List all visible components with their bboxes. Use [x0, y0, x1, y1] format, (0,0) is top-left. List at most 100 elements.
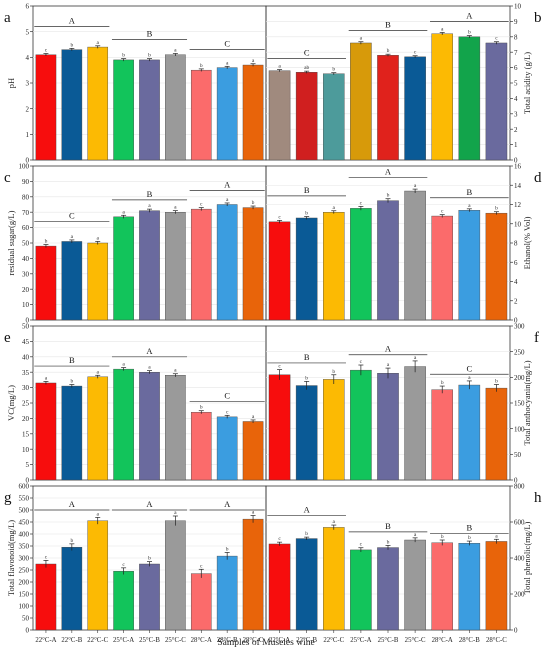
y-tick-label: 2 [514, 297, 518, 305]
group-label: B [69, 355, 75, 365]
y-tick-label: 45 [22, 338, 30, 346]
y-axis-title: residual sugar(g/L) [6, 210, 16, 275]
significance-letter: b [387, 193, 390, 199]
significance-letter: a [414, 532, 417, 538]
y-tick-label: 5 [26, 461, 30, 469]
x-tick-label: 22°C-A [35, 637, 56, 644]
significance-letter: a [414, 355, 417, 361]
bar [35, 563, 57, 631]
bar [377, 55, 399, 161]
significance-letter: b [200, 405, 203, 411]
bar [323, 527, 345, 631]
x-tick-label: 22°C-B [296, 637, 317, 644]
significance-letter: b [45, 239, 48, 245]
y-tick-label: 40 [22, 353, 30, 361]
bar [216, 204, 238, 321]
bar [35, 54, 57, 161]
group-label: B [147, 189, 153, 199]
y-axis-title: VC(mg/L) [6, 385, 16, 421]
bar [377, 373, 399, 481]
y-tick-label: 0 [26, 317, 30, 325]
y-tick-label: 0 [26, 627, 30, 635]
y-tick-label: 0 [26, 477, 30, 485]
y-tick-label: 0 [514, 627, 518, 635]
y-tick-label: 400 [19, 531, 30, 539]
significance-letter: a [278, 64, 281, 70]
significance-letter: b [70, 42, 73, 48]
bar [485, 212, 508, 321]
bar [165, 375, 186, 481]
x-tick-label: 22°C-A [269, 637, 290, 644]
significance-letter: a [495, 533, 498, 539]
bar [216, 416, 238, 481]
bar [190, 69, 212, 161]
bar [242, 207, 264, 321]
significance-letter: a [360, 36, 363, 42]
y-tick-label: 150 [19, 591, 30, 599]
significance-letter: c [495, 36, 498, 42]
group-label: B [385, 521, 391, 531]
y-tick-label: 200 [19, 579, 30, 587]
y-tick-label: 12 [514, 201, 522, 209]
significance-letter: a [333, 205, 336, 211]
y-tick-label: 450 [19, 519, 30, 527]
panel-h: 0 200 400 600 800 Total phenolic(mg/L) h c b a c b a… [265, 483, 542, 644]
y-tick-label: 250 [19, 567, 30, 575]
bar [295, 385, 318, 481]
significance-letter: a [148, 203, 151, 209]
y-tick-label: 50 [22, 615, 30, 623]
y-tick-label: 90 [22, 178, 30, 186]
bar [350, 42, 372, 161]
bar [350, 549, 372, 631]
bar [165, 211, 186, 321]
x-tick-label: 22°C-B [61, 637, 82, 644]
bar [113, 368, 134, 481]
y-tick-label: 50 [514, 451, 522, 459]
y-axis-title: Total phenolic(mg/L) [522, 521, 532, 594]
significance-letter: a [226, 197, 229, 203]
significance-letter: c [200, 563, 203, 569]
y-tick-label: 80 [22, 193, 30, 201]
significance-letter: a [174, 510, 177, 516]
y-axis-title: pH [6, 78, 16, 88]
panel-f: 0 50 100 150 200 250 300 Total anthocyanin(mg/L… [265, 323, 539, 485]
y-tick-label: 300 [514, 323, 525, 331]
bar [458, 210, 481, 321]
y-tick-label: 9 [514, 18, 518, 26]
y-tick-label: 20 [22, 415, 30, 423]
x-tick-label: 28°C-B [459, 637, 480, 644]
bar [404, 190, 426, 321]
significance-letter: a [468, 203, 471, 209]
y-tick-label: 15 [22, 430, 30, 438]
y-tick-label: 200 [514, 374, 525, 382]
y-tick-label: 200 [514, 591, 525, 599]
panel-letter: f [534, 330, 539, 346]
bar [242, 64, 264, 161]
bar [295, 538, 318, 631]
y-axis-title: Total anthocyanin(mg/L) [522, 360, 532, 445]
y-tick-label: 50 [22, 323, 30, 331]
bar [268, 70, 291, 161]
y-axis-title: Ethanol(% Vol) [522, 216, 532, 269]
bar [113, 216, 134, 321]
x-tick-label: 28°C-C [486, 637, 507, 644]
y-tick-label: 0 [26, 157, 30, 165]
y-tick-label: 10 [22, 446, 30, 454]
significance-letter: c [414, 50, 417, 56]
bar [61, 547, 83, 631]
bar [404, 539, 426, 631]
y-tick-label: 30 [22, 384, 30, 392]
y-tick-label: 300 [19, 555, 30, 563]
significance-letter: a [414, 183, 417, 189]
significance-letter: a [71, 234, 74, 240]
significance-letter: b [305, 531, 308, 537]
bar [61, 241, 83, 321]
bar [113, 59, 134, 161]
x-tick-label: 28°C-A [432, 637, 453, 644]
significance-letter: b [122, 53, 125, 59]
y-tick-label: 400 [514, 555, 525, 563]
bar [165, 54, 186, 161]
bar [350, 369, 372, 481]
x-axis-title: Samples of Museles wine [217, 637, 314, 648]
